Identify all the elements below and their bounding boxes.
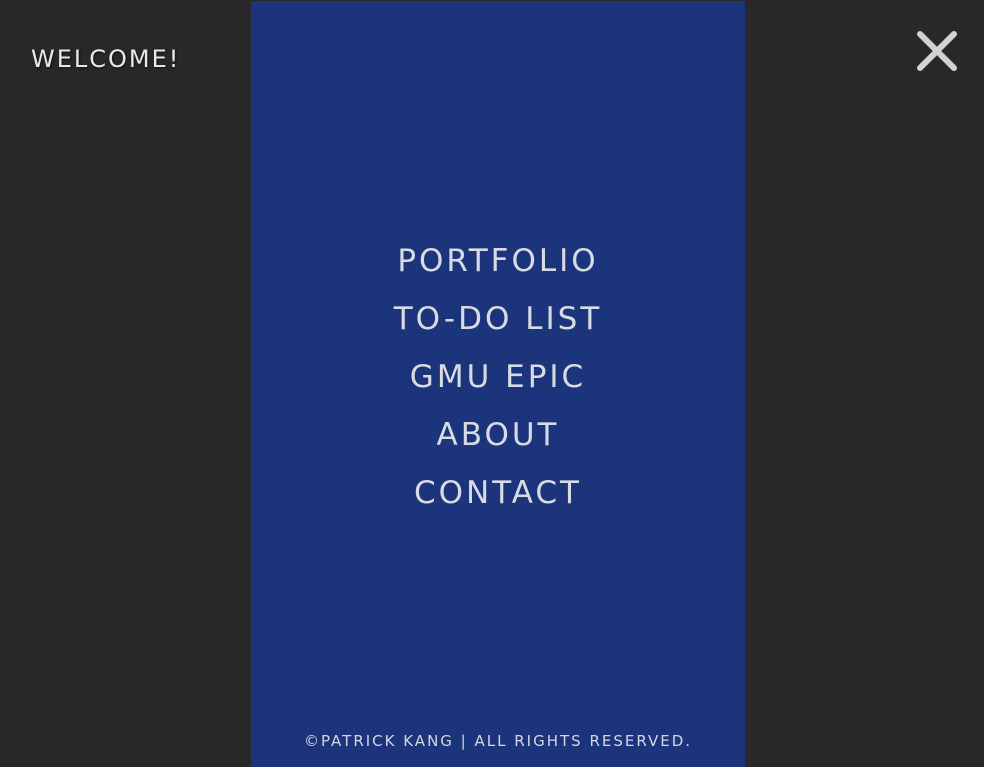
- nav-item-about: ABOUT: [251, 411, 745, 469]
- nav-item-gmu-epic: GMU EPIC: [251, 353, 745, 411]
- nav-item-contact: CONTACT: [251, 469, 745, 527]
- nav-item-portfolio: PORTFOLIO: [251, 237, 745, 295]
- copyright-footer: ©PATRICK KANG | ALL RIGHTS RESERVED.: [303, 732, 693, 750]
- welcome-text: WELCOME!: [31, 45, 181, 73]
- nav-link-gmu-epic[interactable]: GMU EPIC: [409, 359, 587, 395]
- nav-item-todo-list: TO-DO LIST: [251, 295, 745, 353]
- nav-link-contact[interactable]: CONTACT: [413, 475, 582, 511]
- nav-menu: PORTFOLIO TO-DO LIST GMU EPIC ABOUT CONT…: [251, 237, 745, 527]
- nav-link-about[interactable]: ABOUT: [436, 417, 560, 453]
- nav-link-portfolio[interactable]: PORTFOLIO: [397, 243, 599, 279]
- menu-panel: PORTFOLIO TO-DO LIST GMU EPIC ABOUT CONT…: [251, 1, 745, 767]
- close-menu-button[interactable]: [913, 27, 961, 75]
- close-icon: [917, 31, 957, 71]
- nav-link-todo-list[interactable]: TO-DO LIST: [393, 301, 603, 337]
